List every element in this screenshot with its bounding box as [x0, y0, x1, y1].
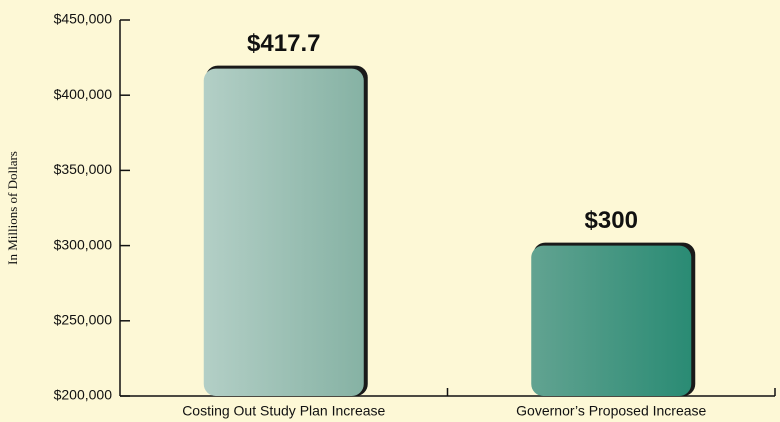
bar: [531, 245, 692, 396]
y-tick-label: $400,000: [54, 86, 113, 102]
y-tick-label: $250,000: [54, 312, 113, 328]
y-tick-label: $450,000: [54, 11, 113, 27]
y-tick-label: $350,000: [54, 161, 113, 177]
y-tick-label: $200,000: [54, 387, 113, 403]
x-tick-label: Costing Out Study Plan Increase: [182, 403, 385, 419]
y-axis-label: In Millions of Dollars: [5, 151, 20, 265]
value-label: $300: [585, 207, 638, 234]
bar: [203, 68, 364, 397]
y-tick-label: $300,000: [54, 236, 113, 252]
x-tick-label: Governor’s Proposed Increase: [516, 403, 706, 419]
value-label: $417.7: [247, 30, 320, 57]
